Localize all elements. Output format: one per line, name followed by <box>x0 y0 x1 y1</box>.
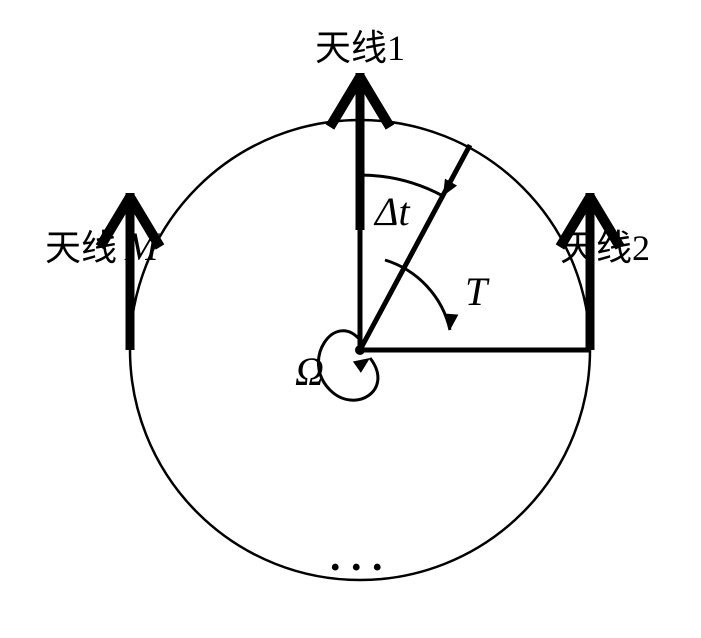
label-antenna-2: 天线2 <box>560 228 650 268</box>
ellipsis-dots: . . . <box>330 534 383 580</box>
label-antenna-1: 天线1 <box>315 28 405 68</box>
omega-arrowhead <box>353 352 374 373</box>
label-T: T <box>465 269 490 314</box>
label-delta-t: Δt <box>373 189 410 234</box>
t-arc <box>385 260 450 330</box>
t-arrowhead <box>443 313 458 330</box>
label-Omega: Ω <box>295 349 324 394</box>
label-antenna-M-prefix: 天线 <box>45 228 117 268</box>
center-point <box>355 345 365 355</box>
antenna-M <box>100 193 160 350</box>
omega-loop <box>318 331 377 400</box>
label-antenna-M-var: M <box>124 224 161 269</box>
antenna-2 <box>560 193 620 350</box>
antenna-array-diagram: 天线1 天线2 天线 M Δt T Ω . . . <box>0 0 701 638</box>
